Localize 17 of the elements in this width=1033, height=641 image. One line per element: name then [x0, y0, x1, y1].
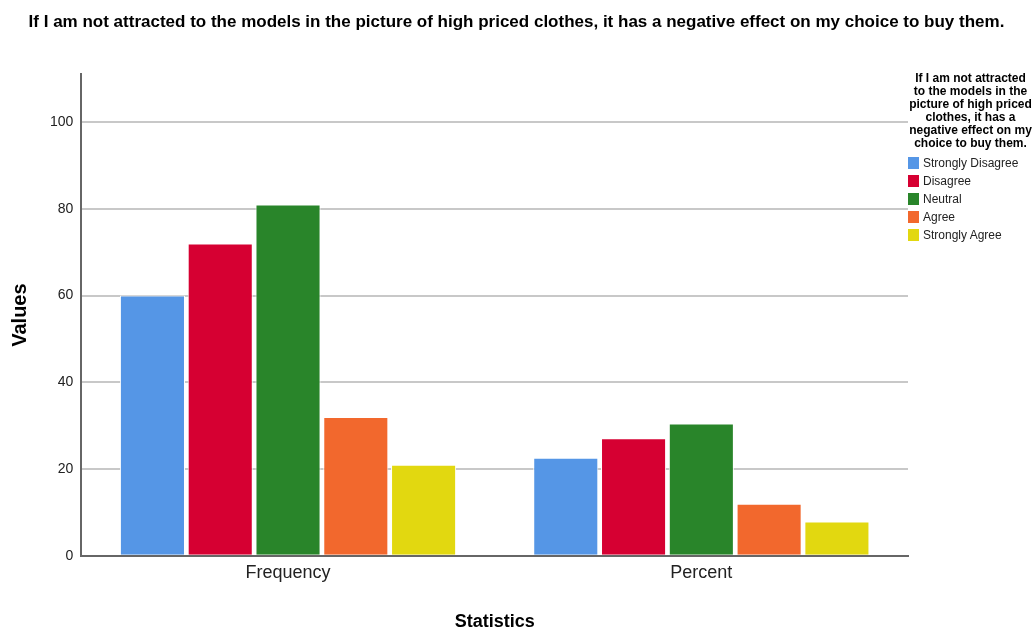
x-axis-title: Statistics	[454, 611, 535, 632]
legend-label: Strongly Agree	[923, 228, 1002, 242]
legend-title: If I am not attracted to the models in the picture of high priced clothes, it has a negative effect on my choice to buy them.	[908, 71, 1033, 150]
y-tick-label: 40	[57, 373, 74, 390]
legend-label: Disagree	[923, 174, 972, 188]
y-tick-label: 80	[57, 199, 74, 216]
legend-label: Strongly Disagree	[923, 156, 1019, 170]
y-tick-label: 60	[57, 286, 74, 303]
y-axis-title: Values	[7, 283, 30, 347]
y-tick-label: 100	[50, 112, 74, 129]
y-tick-label: 20	[57, 459, 74, 476]
legend-label: Neutral	[923, 192, 962, 206]
y-tick-label: 0	[65, 546, 74, 563]
x-tick-label: Frequency	[245, 561, 331, 582]
chart-title: If I am not attracted to the models in the picture of high priced clothes, it has a negative effect on my choice to buy them.	[28, 12, 1005, 32]
legend-label: Agree	[923, 210, 956, 224]
x-tick-label: Percent	[670, 561, 733, 582]
